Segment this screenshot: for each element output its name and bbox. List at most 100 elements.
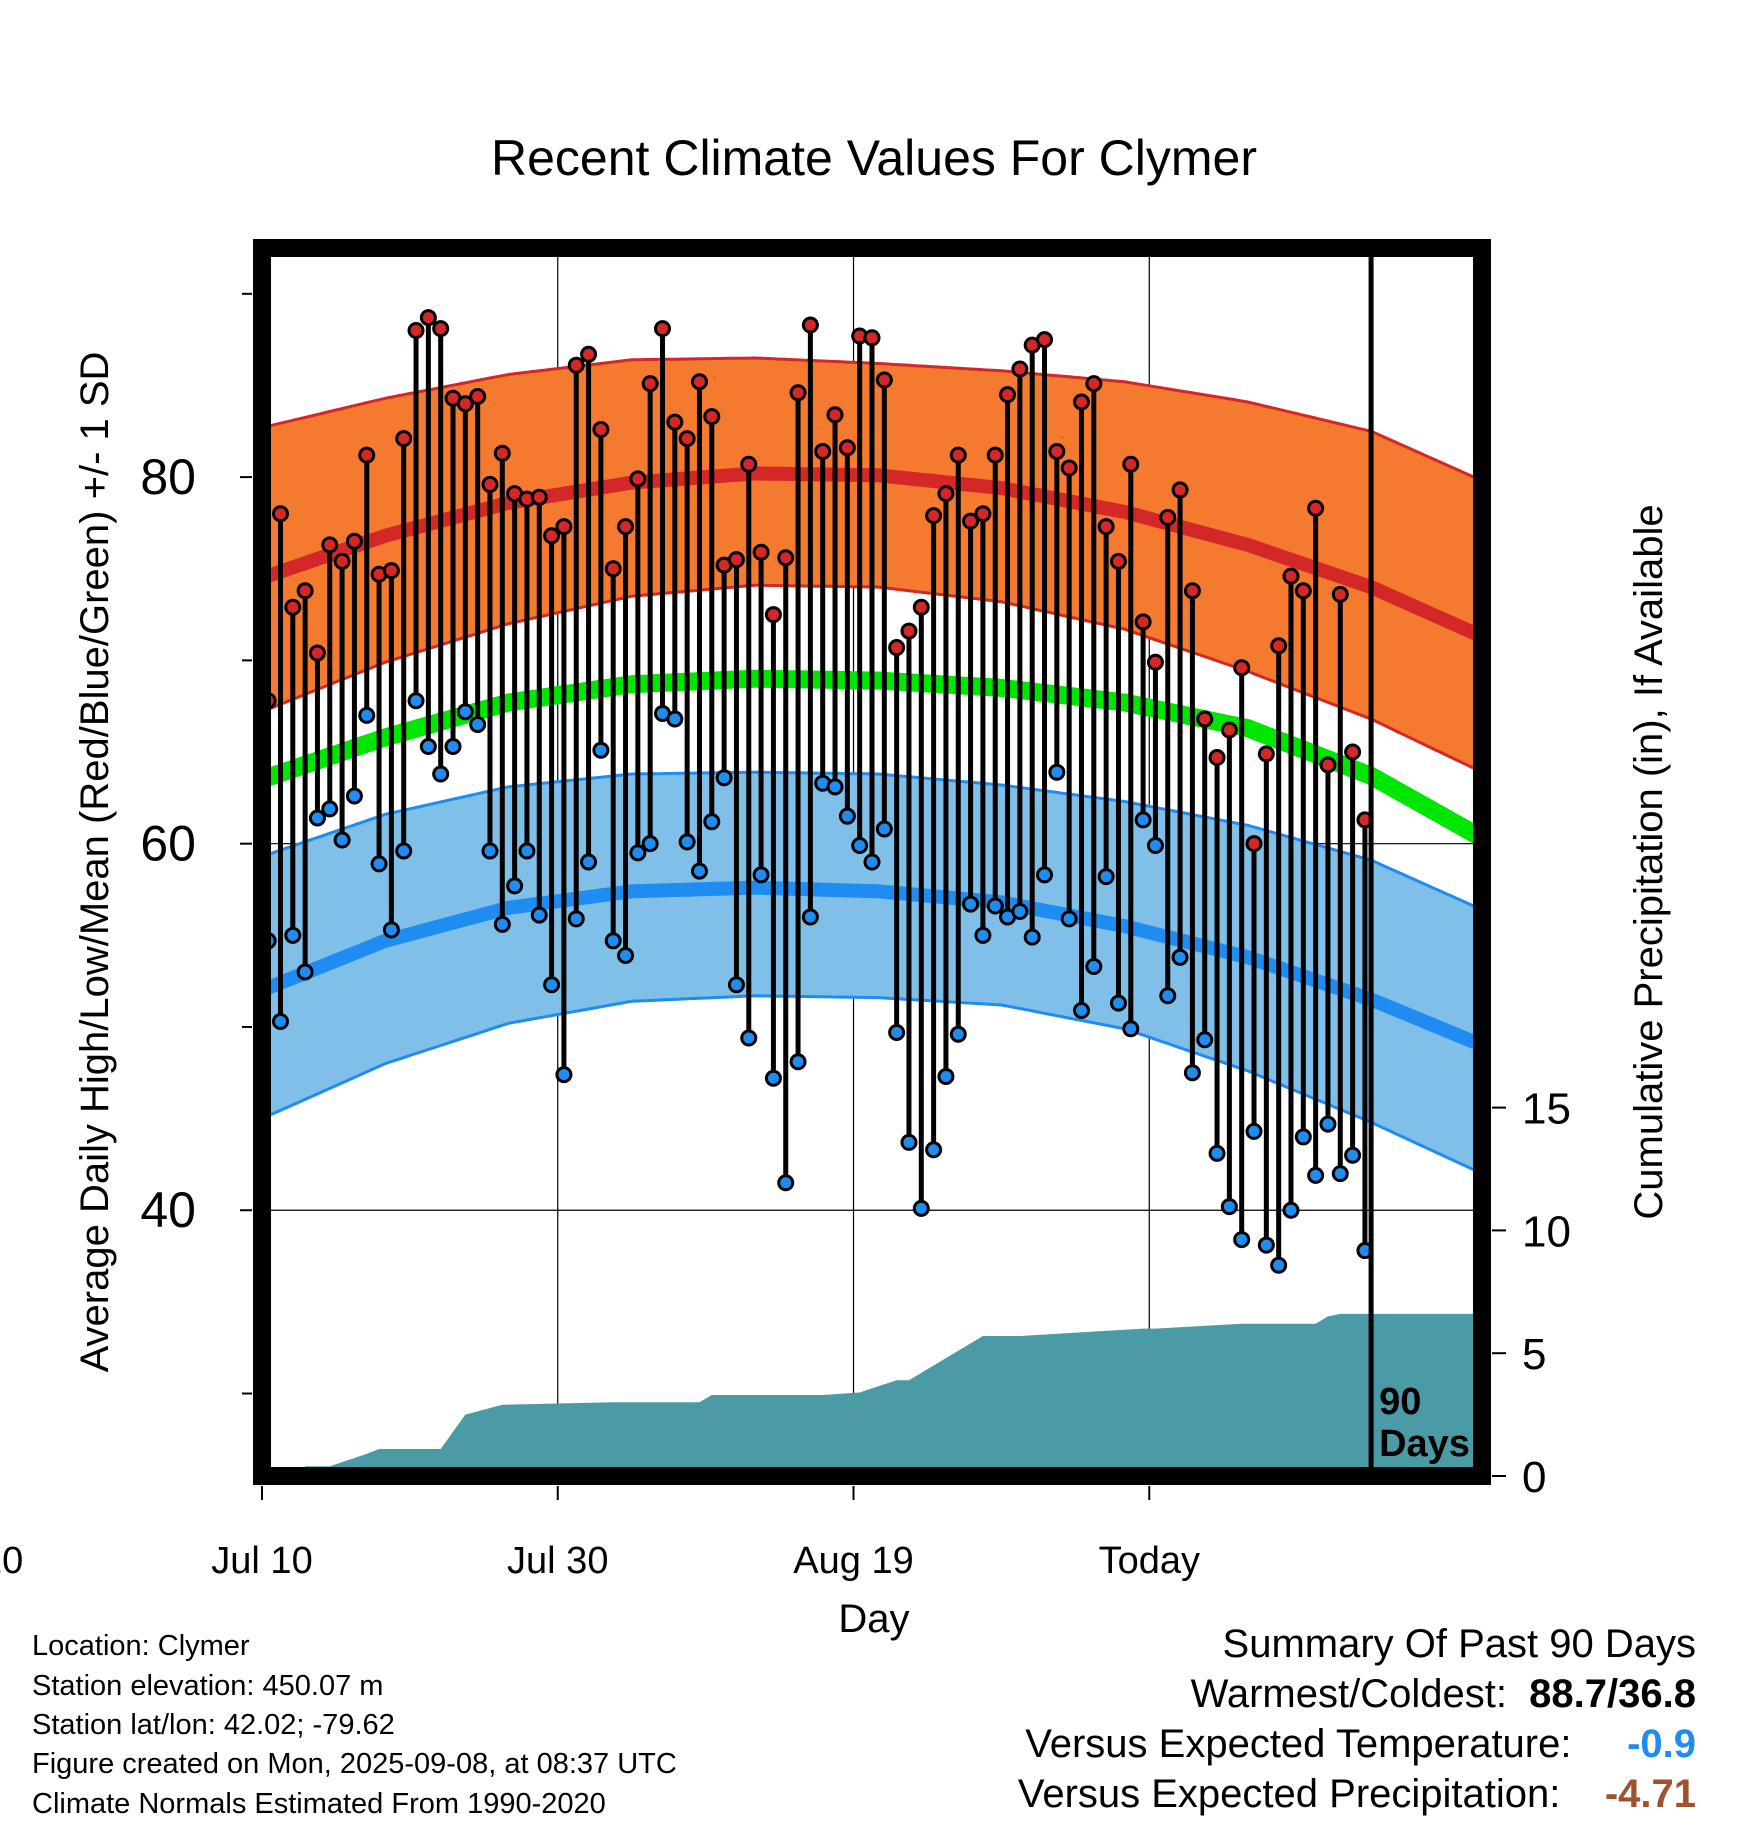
high-point: [752, 543, 770, 561]
x-axis-label: Day: [838, 1597, 909, 1641]
chart-title: Recent Climate Values For Clymer: [491, 130, 1257, 186]
low-point: [1171, 948, 1189, 966]
low-point: [641, 835, 659, 853]
high-point: [1282, 567, 1300, 585]
low-point: [555, 1066, 573, 1084]
y2-tick-label: 5: [1522, 1330, 1546, 1379]
low-point: [1233, 1231, 1251, 1249]
high-point: [641, 375, 659, 393]
high-point: [580, 345, 598, 363]
low-point: [1257, 1236, 1275, 1254]
high-point: [419, 309, 437, 327]
high-point: [789, 384, 807, 402]
high-point: [777, 549, 795, 567]
low-point: [1036, 866, 1054, 884]
high-point: [1270, 637, 1288, 655]
high-point: [875, 371, 893, 389]
high-point: [962, 512, 980, 530]
low-point: [308, 809, 326, 827]
info-location: Location: Clymer: [32, 1630, 250, 1662]
high-point: [925, 507, 943, 525]
high-point: [740, 455, 758, 473]
y-tick-label: 40: [140, 1182, 196, 1238]
low-point: [777, 1174, 795, 1192]
low-point: [284, 926, 302, 944]
high-point: [703, 408, 721, 426]
high-point: [1060, 459, 1078, 477]
low-point: [530, 906, 548, 924]
low-point: [1270, 1256, 1288, 1274]
low-point: [1344, 1146, 1362, 1164]
low-point: [1023, 928, 1041, 946]
low-point: [567, 910, 585, 928]
summary-warm-label: Warmest/Coldest:: [1190, 1672, 1507, 1716]
high-point: [690, 373, 708, 391]
low-point: [962, 895, 980, 913]
high-point: [358, 446, 376, 464]
low-point: [271, 1012, 289, 1030]
low-point: [888, 1023, 906, 1041]
y-axis-label: Average Daily High/Low/Mean (Red/Blue/Gr…: [73, 352, 117, 1373]
low-point: [1331, 1165, 1349, 1183]
low-point: [506, 877, 524, 895]
low-point: [419, 738, 437, 756]
high-point: [617, 518, 635, 536]
low-point: [666, 710, 684, 728]
y-tick-label: 60: [140, 816, 196, 872]
high-point: [543, 527, 561, 545]
high-point: [1257, 745, 1275, 763]
high-point: [1307, 499, 1325, 517]
low-point: [851, 837, 869, 855]
high-point: [456, 395, 474, 413]
summary-precip-value: -4.71: [1604, 1772, 1696, 1816]
low-point: [875, 820, 893, 838]
low-point: [1072, 1001, 1090, 1019]
x-tick-label: Jul 10: [211, 1540, 312, 1582]
low-point: [604, 932, 622, 950]
low-point: [838, 807, 856, 825]
high-point: [530, 488, 548, 506]
plot-frame: [253, 239, 1491, 1485]
high-point: [1294, 582, 1312, 600]
high-point: [826, 406, 844, 424]
high-point: [308, 644, 326, 662]
low-point: [974, 926, 992, 944]
low-point: [826, 778, 844, 796]
low-point: [493, 915, 511, 933]
high-point: [1109, 552, 1127, 570]
y2-tick-label: 0: [1522, 1453, 1546, 1502]
y2-tick-label: 10: [1522, 1207, 1571, 1256]
today-marker-label: Days: [1379, 1423, 1470, 1465]
high-point: [1048, 442, 1066, 460]
low-point: [678, 833, 696, 851]
high-point: [900, 622, 918, 640]
high-point: [321, 536, 339, 554]
low-point: [321, 800, 339, 818]
high-point: [1036, 331, 1054, 349]
summary-temp-row: Versus Expected Temperature: -0.9: [1025, 1724, 1696, 1764]
low-point: [801, 908, 819, 926]
axes: Jun 20 Jul 10 Jul 30 Aug 19 Today 40 60 80 0 5 10 1…: [0, 292, 1571, 1582]
high-point: [382, 562, 400, 580]
low-point: [382, 921, 400, 939]
low-point: [617, 946, 635, 964]
x-tick-label: Jul 30: [507, 1540, 608, 1582]
daily-range-bars: [265, 317, 1368, 1266]
high-point: [764, 606, 782, 624]
high-point: [678, 430, 696, 448]
high-point: [1331, 585, 1349, 603]
high-point: [1159, 508, 1177, 526]
low-point: [518, 842, 536, 860]
high-point: [407, 321, 425, 339]
high-point: [1097, 518, 1115, 536]
high-point: [1245, 835, 1263, 853]
low-point: [1282, 1201, 1300, 1219]
low-point: [629, 844, 647, 862]
low-sd-band: [262, 772, 1482, 1174]
low-point: [789, 1053, 807, 1071]
high-point: [999, 386, 1017, 404]
high-point: [949, 446, 967, 464]
low-point: [937, 1067, 955, 1085]
